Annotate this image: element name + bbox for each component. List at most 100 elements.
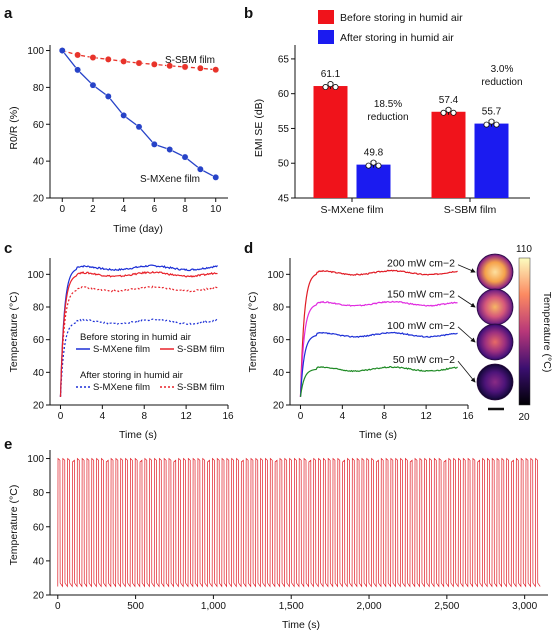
panel-a-label: a: [4, 5, 13, 22]
data-point: [181, 153, 189, 161]
panel-b-plot: 45 50 55 60 65 Before storing in humid air Aft…: [278, 10, 530, 216]
arrow-line: [457, 360, 476, 383]
category-label: S-SBM film: [444, 204, 497, 216]
data-point: [135, 59, 143, 67]
panel-c-y-tick-label: 80: [33, 303, 45, 314]
colorbar-min-label: 20: [518, 412, 530, 423]
series-line-1: [299, 300, 458, 397]
panel-a-y-tick-label: 100: [27, 46, 44, 57]
arrow-line: [457, 326, 476, 343]
series-label: 100 mW cm−2: [387, 320, 455, 332]
series-line-0: [59, 264, 218, 397]
panel-d-y-tick-label: 100: [267, 270, 284, 281]
legend-entry: After storing in humid air: [340, 32, 454, 44]
panel-d-y-tick-label: 60: [273, 335, 285, 346]
reduction-annotation: reduction: [481, 77, 522, 88]
legend-entry: S-MXene film: [93, 344, 150, 355]
bar-value-label: 55.7: [482, 107, 502, 118]
arrow-line: [457, 295, 476, 308]
panel-e-y-tick-label: 20: [33, 591, 45, 602]
replicate-point: [375, 162, 382, 169]
panel-a-y-tick-label: 40: [33, 157, 45, 168]
data-point: [150, 140, 158, 148]
data-point: [104, 55, 112, 63]
panel-e-xlabel: Time (s): [282, 619, 320, 631]
panel-a: a 0 2 4 6 8 10 20 40 60 80 100 S-SBM film S-MXene fi…: [4, 5, 228, 235]
panel-c-xlabel: Time (s): [119, 429, 157, 441]
panel-b-y-tick-label: 45: [278, 194, 290, 205]
panel-c-x-tick-label: 4: [100, 411, 106, 422]
bar: [474, 123, 509, 198]
panel-b-ylabel: EMI SE (dB): [253, 99, 265, 157]
panel-c-plot: 0 4 8 12 16 20 40 60 80 100 Before storing in humi…: [27, 258, 234, 422]
panel-e-x-tick-label: 0: [55, 601, 61, 612]
panel-d-x-tick-label: 4: [340, 411, 346, 422]
series-line-1: [59, 270, 218, 397]
panel-e-ylabel: Temperature (°C): [8, 485, 20, 566]
panel-d-x-tick-label: 12: [421, 411, 433, 422]
colorbar-label: Temperature (°C): [541, 292, 553, 373]
panel-b-y-tick-label: 55: [278, 124, 290, 135]
data-point: [74, 51, 82, 59]
replicate-point: [327, 81, 334, 88]
legend-swatch: [318, 30, 334, 44]
thermal-image: [476, 288, 514, 326]
thermal-image: [476, 323, 514, 361]
panel-c-y-tick-label: 100: [27, 270, 44, 281]
panel-b-y-tick-label: 50: [278, 159, 290, 170]
series-line-3: [299, 365, 458, 397]
replicate-point: [332, 84, 339, 91]
panel-e-x-tick-label: 2,500: [434, 601, 459, 612]
panel-e-x-tick-label: 3,000: [512, 601, 537, 612]
data-point: [212, 66, 220, 74]
series-label: 50 mW cm−2: [393, 354, 455, 366]
panel-c-y-tick-label: 20: [33, 401, 45, 412]
series-line-1: [61, 50, 217, 178]
panel-e-x-tick-label: 2,000: [357, 601, 382, 612]
legend-title: Before storing in humid air: [80, 332, 191, 343]
panel-a-x-tick-label: 4: [121, 204, 127, 215]
panel-a-xlabel: Time (day): [113, 223, 163, 235]
replicate-point: [445, 106, 452, 113]
legend-entry: S-SBM film: [177, 344, 225, 355]
legend-swatch: [318, 10, 334, 24]
panel-c-ylabel: Temperature (°C): [8, 292, 20, 373]
panel-b-y-tick-label: 65: [278, 54, 290, 65]
series-line-0: [62, 49, 216, 71]
panel-d-plot: 0 4 8 12 16 20 40 60 80 100 200 mW cm−2 150 mW cm−2…: [267, 244, 532, 423]
reduction-annotation: 3.0%: [491, 64, 514, 75]
panel-a-y-tick-label: 20: [33, 194, 45, 205]
panel-a-x-tick-label: 6: [152, 204, 158, 215]
panel-c-label: c: [4, 240, 12, 257]
panel-d-x-tick-label: 0: [298, 411, 304, 422]
legend-title: After storing in humid air: [80, 370, 183, 381]
data-point: [181, 63, 189, 71]
panel-a-x-tick-label: 8: [182, 204, 188, 215]
replicate-point: [440, 109, 447, 116]
replicate-point: [493, 121, 500, 128]
data-point: [120, 57, 128, 65]
panel-e-y-tick-label: 100: [27, 454, 44, 465]
panel-d-ylabel: Temperature (°C): [247, 292, 259, 373]
panel-d-xlabel: Time (s): [359, 429, 397, 441]
thermal-image: [476, 363, 514, 401]
series-line-3: [59, 285, 218, 397]
panel-a-plot: 0 2 4 6 8 10 20 40 60 80 100 S-SBM film S-MXene film: [27, 45, 228, 215]
panel-e-x-tick-label: 1,000: [201, 601, 226, 612]
data-point: [166, 62, 174, 70]
panel-c-x-tick-label: 16: [222, 411, 234, 422]
panel-b: b 45 50 55 60 65 Before storing in humid air A…: [244, 5, 530, 216]
colorbar: [518, 257, 531, 406]
data-point: [74, 66, 82, 74]
panel-a-y-tick-label: 80: [33, 83, 45, 94]
legend-entry: Before storing in humid air: [340, 12, 463, 24]
series-label: 200 mW cm−2: [387, 258, 455, 270]
panel-e-label: e: [4, 436, 12, 453]
panel-e-x-tick-label: 1,500: [279, 601, 304, 612]
bar: [313, 86, 348, 198]
bar-value-label: 49.8: [364, 148, 384, 159]
replicate-point: [450, 109, 457, 116]
panel-d-x-tick-label: 16: [462, 411, 474, 422]
panel-e-y-tick-label: 40: [33, 556, 45, 567]
